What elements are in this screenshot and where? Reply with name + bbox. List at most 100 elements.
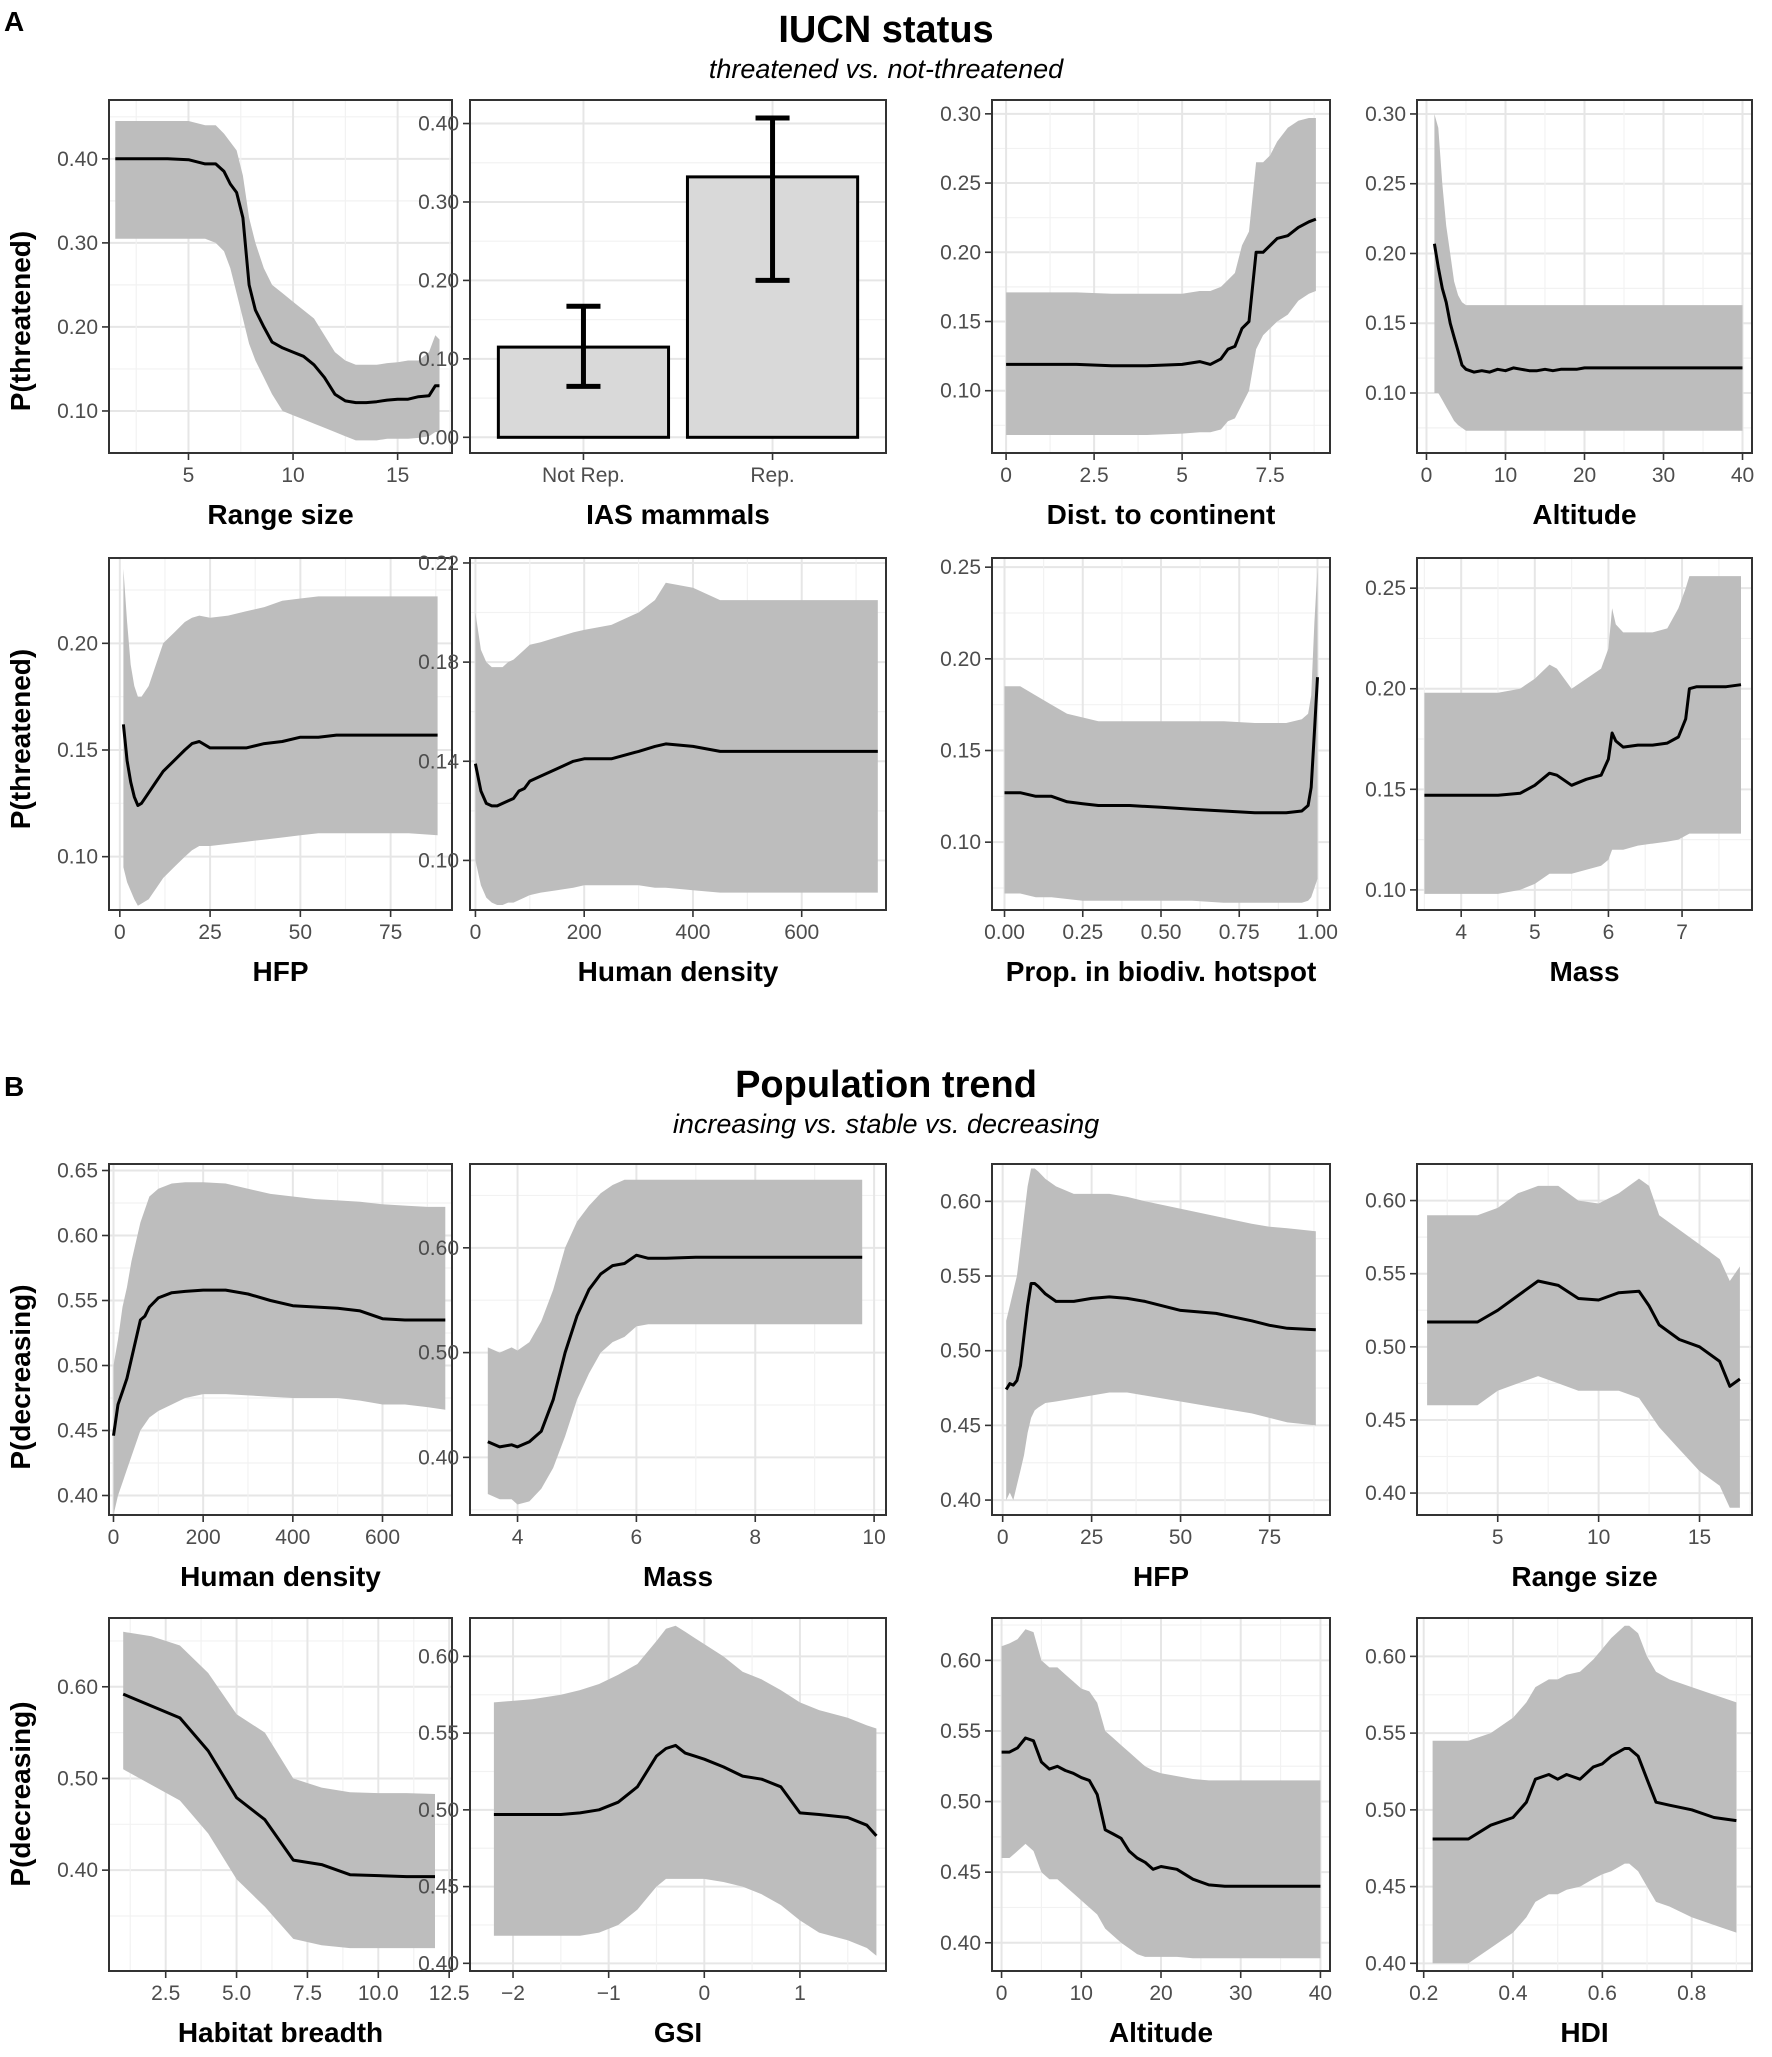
plot-frame [108,1163,453,1516]
partial-dependence-line [493,1743,878,1837]
x-axis-title: IAS mammals [586,499,770,530]
panel-b1-2: 4 6 8 10 0.40 0.50 0.60 Mass [418,1163,887,1592]
y-tick-label: 0.55 [418,1722,459,1745]
y-tick-label: 0.22 [418,552,459,575]
x-tick-label: 6 [631,1526,643,1549]
x-tick-label: 0 [108,1526,120,1549]
y-tick-label: 0.40 [940,1489,981,1512]
y-tick-label: 0.45 [940,1861,981,1884]
y-tick-label: 0.20 [1365,678,1406,701]
y-tick-label: 0.10 [1365,382,1406,405]
panel-a1-1: 5 10 15 0.10 0.20 0.30 0.40 Range size [57,99,453,530]
y-tick-label: 0.65 [57,1160,98,1183]
y-tick-label: 0.40 [1365,1952,1406,1975]
y-tick-label: 0.10 [57,400,98,423]
y-tick-label: 0.40 [940,1932,981,1955]
confidence-ribbon [487,1179,863,1505]
y-tick-label: 0.00 [418,426,459,449]
x-tick-label: 30 [1652,464,1675,487]
x-axis-title: HFP [253,956,309,987]
panel-b2-3: 0 10 20 30 40 0.40 0.45 0.50 0.55 0.60 Altitude [940,1617,1332,2048]
section-b-letter: B [4,1071,24,1102]
section-b-subtitle: increasing vs. stable vs. decreasing [673,1109,1099,1139]
x-tick-label: 0.8 [1677,1982,1706,2005]
partial-dependence-line [1004,1282,1316,1391]
x-tick-label: 0 [114,921,126,944]
partial-dependence-line [115,157,440,405]
partial-dependence-line [1432,1747,1737,1841]
partial-dependence-line [1001,1736,1321,1888]
plot-frame [991,1617,1331,1972]
y-tick-label: 0.60 [57,1225,98,1248]
x-tick-label: Rep. [750,464,794,487]
x-tick-label: 75 [1258,1526,1281,1549]
x-tick-label: 200 [567,921,602,944]
y-tick-label: 0.55 [1365,1263,1406,1286]
plot-frame [469,99,887,454]
y-tick-label: 0.40 [418,113,459,136]
x-tick-label: 15 [386,464,409,487]
y-tick-label: 0.60 [418,1237,459,1260]
y-tick-label: 0.40 [57,1485,98,1508]
plot-frame [991,1163,1331,1516]
x-tick-label: 5 [183,464,195,487]
partial-dependence-line [473,742,878,808]
y-tick-label: 0.20 [418,269,459,292]
y-tick-label: 0.45 [418,1876,459,1899]
plot-frame [108,1617,453,1972]
y-tick-label: 0.30 [940,103,981,126]
section-b-title: Population trend [735,1064,1037,1106]
x-tick-label: 10 [862,1526,885,1549]
x-tick-label: Not Rep. [542,464,625,487]
y-tick-label: 0.50 [418,1799,459,1822]
y-tick-label: 0.14 [418,750,459,773]
x-tick-label: 30 [1229,1982,1252,2005]
x-tick-label: 2.5 [1080,464,1109,487]
section-a-title: IUCN status [778,9,993,51]
x-tick-label: 1.00 [1297,921,1338,944]
y-tick-label: 0.60 [418,1645,459,1668]
confidence-ribbon [115,121,440,441]
panel-b2-2: −2 −1 0 1 0.40 0.45 0.50 0.55 0.60 GSI [418,1617,887,2048]
x-tick-label: 7.5 [1256,464,1285,487]
x-tick-label: 0.2 [1409,1982,1438,2005]
x-tick-label: 0 [1421,464,1433,487]
x-tick-label: 10 [1494,464,1517,487]
y-tick-label: 0.60 [940,1190,981,1213]
x-tick-label: 1 [794,1982,806,2005]
plot-frame [1416,99,1753,454]
x-tick-label: 40 [1731,464,1754,487]
x-axis-title: Altitude [1109,2017,1213,2048]
x-axis-title: Dist. to continent [1047,499,1276,530]
panel-b1-3: 0 25 50 75 0.40 0.45 0.50 0.55 0.60 HFP [940,1163,1331,1592]
panel-b1-1: 0 200 400 600 0.40 0.45 0.50 0.55 0.60 0.65 Human … [57,1160,453,1592]
confidence-ribbon [1432,1625,1737,1964]
y-tick-label: 0.30 [418,191,459,214]
panel-a1-3: 0 2.5 5 7.5 0.10 0.15 0.20 0.25 0.30 Dist. to con… [940,99,1331,530]
panel-b1-4: 5 10 15 0.40 0.45 0.50 0.55 0.60 Range size [1365,1163,1753,1592]
x-tick-label: 6 [1603,921,1615,944]
plot-frame [469,557,887,911]
y-tick-label: 0.20 [940,241,981,264]
plot-frame [469,1617,887,1972]
y-tick-label: 0.18 [418,651,459,674]
y-tick-label: 0.45 [940,1414,981,1437]
x-tick-label: 0 [698,1982,710,2005]
y-tick-label: 0.40 [57,148,98,171]
y-tick-label: 0.20 [57,316,98,339]
x-axis-title: Human density [180,1561,381,1592]
panel-b2-4: 0.2 0.4 0.6 0.8 0.40 0.45 0.50 0.55 0.60 HDI [1365,1617,1753,2048]
y-axis-title-a1: P(threatened) [5,231,36,411]
x-axis-title: Prop. in biodiv. hotspot [1006,956,1317,987]
y-tick-label: 0.25 [1365,173,1406,196]
partial-dependence-line [487,1253,863,1449]
x-axis-title: HDI [1560,2017,1608,2048]
section-a-subtitle: threatened vs. not-threatened [709,54,1064,84]
y-tick-label: 0.50 [1365,1336,1406,1359]
plot-frame [108,557,453,911]
plot-frame [1416,557,1753,911]
plot-frame [108,99,453,454]
x-tick-label: −2 [501,1982,525,2005]
y-tick-label: 0.50 [418,1342,459,1365]
y-tick-label: 0.55 [940,1720,981,1743]
